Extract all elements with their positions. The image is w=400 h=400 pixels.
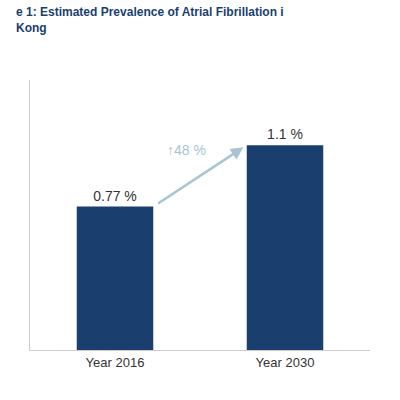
svg-text:1.1 %: 1.1 % xyxy=(267,126,303,142)
svg-text:e 1: Estimated Prevalence of A: e 1: Estimated Prevalence of Atrial Fibr… xyxy=(16,5,284,35)
svg-text:Year 2016: Year 2016 xyxy=(86,355,145,370)
svg-text:0.77 %: 0.77 % xyxy=(93,188,137,204)
svg-text:↑48 %: ↑48 % xyxy=(167,142,206,158)
svg-text:Year 2030: Year 2030 xyxy=(256,355,315,370)
